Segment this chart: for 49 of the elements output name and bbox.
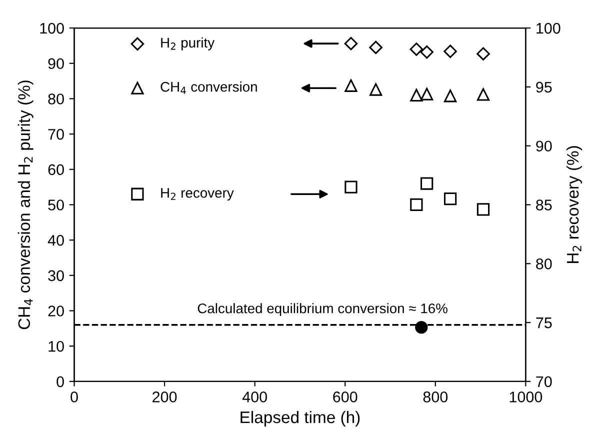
y-tick-label: 80 bbox=[48, 94, 64, 104]
point bbox=[410, 42, 424, 56]
y2-tick-label: 100 bbox=[536, 22, 560, 34]
y2-tick-label: 75 bbox=[536, 318, 552, 328]
y2-tick-label: 70 bbox=[536, 376, 552, 388]
point bbox=[369, 83, 382, 96]
point bbox=[476, 47, 490, 60]
point bbox=[415, 321, 428, 334]
x-tick-label: 200 bbox=[152, 392, 177, 402]
y-tick-label: 40 bbox=[48, 234, 64, 246]
y-axis-title: CH$_{4}$ conversion and H$_{2}$ purity (%) bbox=[18, 80, 34, 330]
point bbox=[420, 88, 434, 100]
x-tick-label: 600 bbox=[333, 392, 358, 402]
point bbox=[476, 203, 490, 216]
y-tick-label: 50 bbox=[48, 200, 64, 210]
point bbox=[476, 88, 490, 101]
y2-tick-label: 95 bbox=[536, 82, 552, 93]
ref-line-label: Calculated equilibrium conversion ≈ 16% bbox=[198, 303, 448, 316]
y-tick-label: 10 bbox=[48, 340, 64, 352]
y2-tick-label: 90 bbox=[536, 140, 552, 152]
y-tick-label: 100 bbox=[40, 22, 64, 34]
y2-tick-label: 85 bbox=[536, 200, 552, 210]
point bbox=[344, 36, 358, 50]
point bbox=[410, 88, 423, 102]
y-tick-label: 90 bbox=[48, 58, 64, 70]
y2-axis-title: H$_{2}$ recovery (%) bbox=[566, 146, 582, 263]
point bbox=[369, 40, 382, 54]
point bbox=[344, 79, 358, 92]
point bbox=[420, 45, 434, 59]
legend-label: H$_{2}$ purity bbox=[161, 37, 215, 50]
x-tick-label: 0 bbox=[70, 392, 78, 402]
y-tick-label: 60 bbox=[48, 164, 64, 176]
point bbox=[344, 180, 358, 194]
y-tick-label: 70 bbox=[48, 128, 64, 140]
y-tick-label: 20 bbox=[48, 306, 64, 316]
y-tick-label: 30 bbox=[48, 270, 64, 282]
y2-tick-label: 80 bbox=[536, 258, 552, 270]
legend-label: CH$_{4}$ conversion bbox=[160, 82, 257, 94]
x-tick-label: 1000 bbox=[510, 392, 542, 402]
point bbox=[420, 177, 434, 190]
y-tick-label: 0 bbox=[56, 376, 64, 388]
x-tick-label: 800 bbox=[423, 392, 448, 402]
x-tick-label: 400 bbox=[242, 392, 267, 402]
point bbox=[444, 192, 457, 206]
point bbox=[444, 44, 457, 58]
x-axis-title: Elapsed time (h) bbox=[240, 410, 360, 426]
point bbox=[410, 198, 423, 212]
point bbox=[444, 90, 457, 102]
legend-label: H$_{2}$ recovery bbox=[161, 188, 234, 201]
